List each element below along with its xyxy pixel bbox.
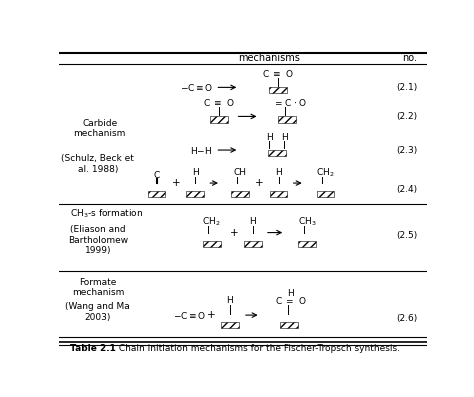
Text: (Eliason and
Bartholomew
1999): (Eliason and Bartholomew 1999) bbox=[68, 225, 128, 255]
Text: C: C bbox=[154, 171, 160, 180]
Bar bbox=[268, 150, 285, 156]
Text: +: + bbox=[255, 178, 264, 188]
Bar bbox=[231, 191, 249, 197]
Bar bbox=[203, 241, 220, 247]
Text: $=$C $\cdot$ O: $=$C $\cdot$ O bbox=[273, 97, 308, 108]
Text: Formate
mechanism: Formate mechanism bbox=[72, 278, 124, 297]
Text: C $=$ O: C $=$ O bbox=[275, 295, 307, 306]
Text: H: H bbox=[226, 296, 233, 305]
Text: CH$_2$: CH$_2$ bbox=[202, 215, 221, 227]
Text: H: H bbox=[192, 168, 199, 177]
Text: CH$_3$: CH$_3$ bbox=[298, 215, 317, 227]
Text: CH$_2$: CH$_2$ bbox=[316, 167, 335, 179]
Text: +: + bbox=[172, 178, 181, 188]
Bar bbox=[278, 116, 296, 123]
Text: CH$_3$-s formation: CH$_3$-s formation bbox=[70, 208, 144, 220]
Bar bbox=[221, 322, 238, 328]
Text: (2.4): (2.4) bbox=[396, 185, 417, 194]
Text: H: H bbox=[266, 133, 273, 142]
Bar bbox=[148, 191, 165, 197]
Bar bbox=[244, 241, 262, 247]
Text: H: H bbox=[275, 168, 282, 177]
Text: (2.1): (2.1) bbox=[396, 83, 417, 92]
Bar bbox=[317, 191, 334, 197]
Bar bbox=[280, 322, 298, 328]
Text: CH: CH bbox=[234, 168, 246, 177]
Text: H: H bbox=[287, 289, 294, 298]
Text: $-$C$\equiv$O: $-$C$\equiv$O bbox=[180, 82, 214, 93]
Text: H: H bbox=[281, 133, 287, 142]
Text: Chain initiation mechanisms for the Fischer-Tropsch synthesis.: Chain initiation mechanisms for the Fisc… bbox=[116, 344, 400, 353]
Text: (2.6): (2.6) bbox=[396, 314, 417, 323]
Text: +: + bbox=[230, 227, 239, 237]
Bar bbox=[269, 87, 287, 93]
Bar bbox=[270, 191, 287, 197]
Text: (Schulz, Beck et
al. 1988): (Schulz, Beck et al. 1988) bbox=[62, 154, 134, 173]
Text: H$-$H: H$-$H bbox=[190, 145, 212, 156]
Text: no.: no. bbox=[402, 53, 418, 63]
Text: +: + bbox=[208, 310, 216, 320]
Bar bbox=[186, 191, 204, 197]
Text: C $\equiv$ O: C $\equiv$ O bbox=[203, 97, 235, 108]
Text: (2.5): (2.5) bbox=[396, 231, 417, 240]
Text: (2.2): (2.2) bbox=[396, 112, 417, 121]
Bar bbox=[210, 116, 228, 123]
Text: mechanisms: mechanisms bbox=[237, 53, 300, 63]
Text: H: H bbox=[249, 217, 256, 226]
Text: (2.3): (2.3) bbox=[396, 146, 417, 154]
Text: Carbide
mechanism: Carbide mechanism bbox=[73, 119, 126, 138]
Text: C $\equiv$ O: C $\equiv$ O bbox=[262, 68, 293, 79]
Text: Table 2.1: Table 2.1 bbox=[70, 344, 116, 353]
Bar bbox=[299, 241, 316, 247]
Text: $-$C$\equiv$O: $-$C$\equiv$O bbox=[173, 310, 206, 321]
Text: (Wang and Ma
2003): (Wang and Ma 2003) bbox=[65, 303, 130, 322]
